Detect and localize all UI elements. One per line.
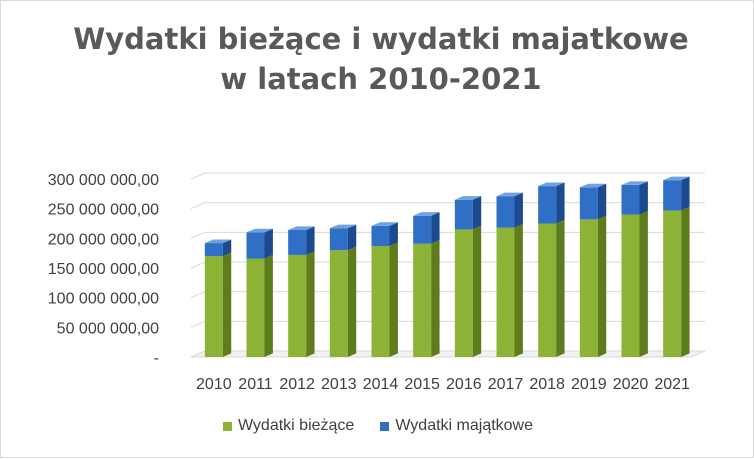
bar-current bbox=[329, 250, 348, 357]
bar-current-side bbox=[472, 225, 482, 357]
legend: Wydatki bieżące Wydatki majątkowe bbox=[1, 417, 754, 435]
bar-current bbox=[204, 256, 223, 357]
bar-current bbox=[663, 210, 682, 357]
legend-item-capital: Wydatki majątkowe bbox=[380, 417, 533, 435]
bar-capital bbox=[288, 230, 307, 255]
chart-title: Wydatki bieżące i wydatki majatkowe w la… bbox=[73, 22, 689, 96]
bar-capital-side bbox=[264, 228, 273, 259]
legend-label-capital: Wydatki majątkowe bbox=[395, 417, 534, 434]
bar-capital-side bbox=[306, 226, 315, 255]
y-tick-label: - bbox=[154, 350, 159, 367]
bar-capital-side bbox=[347, 224, 357, 251]
bar-capital-side bbox=[556, 182, 565, 224]
bar-current-side bbox=[681, 206, 690, 357]
bar-current-side bbox=[431, 240, 440, 357]
bar-capital-side bbox=[681, 176, 690, 211]
y-tick-label: 200 000 000,00 bbox=[48, 231, 159, 248]
bar-capital-top bbox=[246, 228, 273, 233]
bar-capital-top bbox=[454, 196, 482, 200]
x-tick-label: 2013 bbox=[321, 376, 357, 393]
bar-current-side bbox=[306, 251, 315, 357]
y-tick-label: 250 000 000,00 bbox=[48, 202, 159, 219]
gridline bbox=[190, 172, 705, 180]
bar-current-side bbox=[347, 246, 357, 357]
y-tick-label: 50 000 000,00 bbox=[57, 320, 159, 337]
y-tick-label: 300 000 000,00 bbox=[48, 172, 159, 189]
bar-current bbox=[454, 229, 473, 357]
bar-capital-side bbox=[472, 196, 482, 230]
bar-capital-top bbox=[579, 183, 607, 188]
bar-capital-side bbox=[431, 212, 440, 244]
bar-capital bbox=[246, 232, 265, 259]
bar-current-side bbox=[514, 224, 523, 357]
bar-capital-top bbox=[496, 192, 523, 197]
bar-capital-top bbox=[371, 222, 398, 226]
bar-current bbox=[371, 246, 390, 357]
x-tick-label: 2010 bbox=[196, 376, 232, 393]
bar-capital-top bbox=[288, 226, 315, 231]
x-tick-label: 2021 bbox=[654, 376, 690, 393]
bar-capital-top bbox=[538, 182, 565, 187]
bar-current bbox=[288, 254, 307, 357]
bar-capital bbox=[413, 215, 432, 244]
bar-current bbox=[246, 258, 265, 357]
bar-capital-side bbox=[597, 183, 607, 220]
x-tick-label: 2012 bbox=[279, 376, 315, 393]
bar-current bbox=[538, 223, 557, 357]
bar-capital bbox=[204, 243, 223, 257]
x-tick-label: 2016 bbox=[446, 376, 482, 393]
legend-label-current: Wydatki bieżące bbox=[237, 417, 355, 434]
bar-capital bbox=[663, 180, 682, 211]
bar-capital bbox=[329, 228, 348, 251]
y-tick-label: 100 000 000,00 bbox=[48, 291, 159, 308]
x-tick-label: 2011 bbox=[238, 376, 273, 393]
x-tick-label: 2020 bbox=[613, 376, 649, 393]
bar-capital bbox=[579, 187, 598, 220]
bar-capital bbox=[496, 196, 515, 228]
x-tick-label: 2017 bbox=[488, 376, 524, 393]
legend-item-current: Wydatki bieżące bbox=[222, 417, 355, 435]
x-tick-label: 2015 bbox=[404, 376, 440, 393]
bar-capital-top bbox=[663, 176, 690, 181]
bar-current-side bbox=[264, 254, 273, 357]
bar-current-side bbox=[222, 252, 232, 357]
bar-current-side bbox=[556, 219, 565, 357]
bar-capital-side bbox=[389, 222, 398, 247]
bar-current-side bbox=[639, 211, 648, 357]
bar-capital-top bbox=[329, 224, 357, 229]
bar-capital bbox=[538, 186, 557, 224]
bar-capital-side bbox=[514, 192, 523, 228]
x-tick-label: 2014 bbox=[363, 376, 399, 393]
bar-capital bbox=[454, 199, 473, 230]
bar-current bbox=[413, 243, 432, 357]
bar-current bbox=[621, 214, 640, 357]
bar-current-side bbox=[389, 242, 398, 357]
bar-capital-top bbox=[621, 181, 648, 185]
chart-floor bbox=[190, 350, 706, 358]
x-tick-label: 2018 bbox=[529, 376, 565, 393]
bar-capital-side bbox=[222, 239, 232, 257]
bar-capital bbox=[621, 184, 640, 215]
legend-swatch-capital bbox=[380, 421, 390, 431]
bar-capital-top bbox=[204, 239, 232, 244]
bar-capital bbox=[371, 225, 390, 247]
y-tick-label: 150 000 000,00 bbox=[48, 261, 159, 278]
bar-current-side bbox=[597, 215, 607, 357]
bar-capital-top bbox=[413, 212, 440, 216]
bar-current bbox=[496, 227, 515, 357]
x-tick-label: 2019 bbox=[571, 376, 607, 393]
legend-swatch-current bbox=[222, 421, 232, 431]
bar-current bbox=[579, 219, 598, 357]
bar-capital-side bbox=[639, 181, 648, 215]
